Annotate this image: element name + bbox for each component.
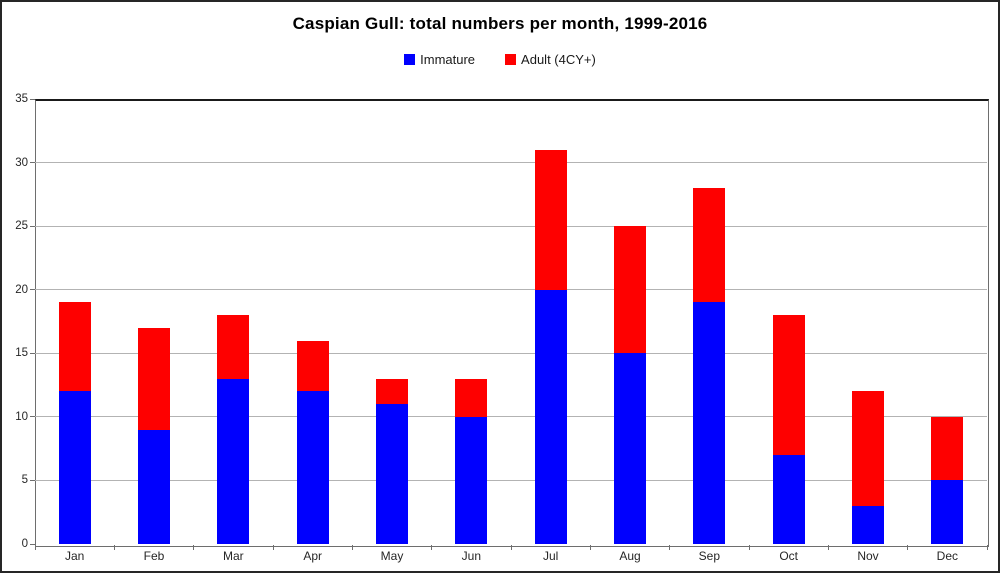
x-axis-tick-7 xyxy=(589,545,591,550)
plot-area xyxy=(35,99,989,547)
bar-oct-adult xyxy=(772,315,805,455)
bar-mar-immature xyxy=(217,378,250,544)
legend-swatch-adult-icon xyxy=(505,54,517,65)
x-tick-label-nov: Nov xyxy=(857,549,879,563)
bar-jun-immature xyxy=(455,416,488,544)
x-axis-tick-4 xyxy=(351,545,353,550)
bar-jun-adult xyxy=(455,378,488,417)
x-axis-tick-8 xyxy=(669,545,671,550)
x-tick-label-jan: Jan xyxy=(64,549,85,563)
bar-sep-immature xyxy=(693,302,726,544)
bar-jan-adult xyxy=(58,302,91,392)
y-tick-label-10: 10 xyxy=(15,410,28,423)
bar-may-adult xyxy=(376,378,408,405)
x-tick-label-aug: Aug xyxy=(619,549,641,563)
y-axis-tick-10 xyxy=(30,416,35,418)
bar-may-immature xyxy=(376,404,408,544)
y-axis-tick-5 xyxy=(30,479,35,481)
x-axis-tick-5 xyxy=(431,545,433,550)
bar-feb-adult xyxy=(138,327,170,430)
bar-nov-adult xyxy=(852,391,884,506)
bar-feb-immature xyxy=(138,429,170,544)
legend-label-immature: Immature xyxy=(420,52,476,67)
bar-aug-adult xyxy=(614,226,646,354)
bar-sep-adult xyxy=(693,188,726,303)
bar-jul-adult xyxy=(534,149,567,290)
x-axis-tick-3 xyxy=(272,545,274,550)
y-tick-label-25: 25 xyxy=(15,220,28,233)
y-axis-tick-20 xyxy=(30,289,35,291)
y-tick-label-0: 0 xyxy=(21,538,28,550)
x-tick-label-dec: Dec xyxy=(936,549,958,563)
x-axis-tick-10 xyxy=(827,545,829,550)
bar-jul-immature xyxy=(534,289,567,544)
legend-swatch-immature-icon xyxy=(404,54,416,65)
y-tick-label-5: 5 xyxy=(21,474,28,487)
y-axis-tick-15 xyxy=(30,352,35,354)
bar-nov-immature xyxy=(852,505,884,544)
y-axis-tick-30 xyxy=(30,162,35,164)
gridline-25 xyxy=(35,225,987,227)
x-axis-tick-11 xyxy=(907,545,909,550)
x-tick-label-mar: Mar xyxy=(222,549,244,563)
bar-aug-immature xyxy=(614,353,646,544)
y-tick-label-15: 15 xyxy=(15,347,28,360)
gridline-15 xyxy=(35,352,987,354)
y-axis-tick-0 xyxy=(30,543,35,545)
legend-item-immature: Immature xyxy=(404,52,475,67)
bar-oct-immature xyxy=(772,455,805,544)
bar-dec-immature xyxy=(931,480,964,544)
bar-jan-immature xyxy=(58,391,91,544)
x-tick-label-apr: Apr xyxy=(303,549,322,563)
x-tick-label-jul: Jul xyxy=(542,549,559,563)
gridline-30 xyxy=(35,162,987,164)
x-tick-label-may: May xyxy=(380,549,404,563)
x-axis-tick-1 xyxy=(113,545,115,550)
x-axis-tick-6 xyxy=(510,545,512,550)
x-axis-tick-2 xyxy=(193,545,195,550)
bar-mar-adult xyxy=(217,315,250,379)
y-tick-label-35: 35 xyxy=(15,93,28,105)
y-tick-label-30: 30 xyxy=(15,156,28,169)
gridline-10 xyxy=(35,416,987,418)
x-tick-label-sep: Sep xyxy=(698,549,720,563)
x-tick-label-oct: Oct xyxy=(779,549,798,563)
y-axis-tick-35 xyxy=(30,98,35,100)
x-tick-label-feb: Feb xyxy=(143,549,165,563)
gridline-5 xyxy=(35,479,987,481)
chart-title: Caspian Gull: total numbers per month, 1… xyxy=(292,14,708,33)
x-axis-tick-0 xyxy=(34,545,36,550)
legend-label-adult: Adult (4CY+) xyxy=(521,52,596,67)
legend-item-adult: Adult (4CY+) xyxy=(505,52,596,67)
gridline-20 xyxy=(35,289,987,291)
bar-apr-adult xyxy=(296,340,329,392)
y-tick-label-20: 20 xyxy=(15,283,28,296)
y-axis-tick-25 xyxy=(30,225,35,227)
bar-apr-immature xyxy=(296,391,329,544)
legend: Immature Adult (4CY+) xyxy=(2,52,998,67)
bar-dec-adult xyxy=(931,416,964,481)
x-tick-label-jun: Jun xyxy=(461,549,481,563)
x-axis-tick-12 xyxy=(986,545,988,550)
x-axis-tick-9 xyxy=(748,545,750,550)
